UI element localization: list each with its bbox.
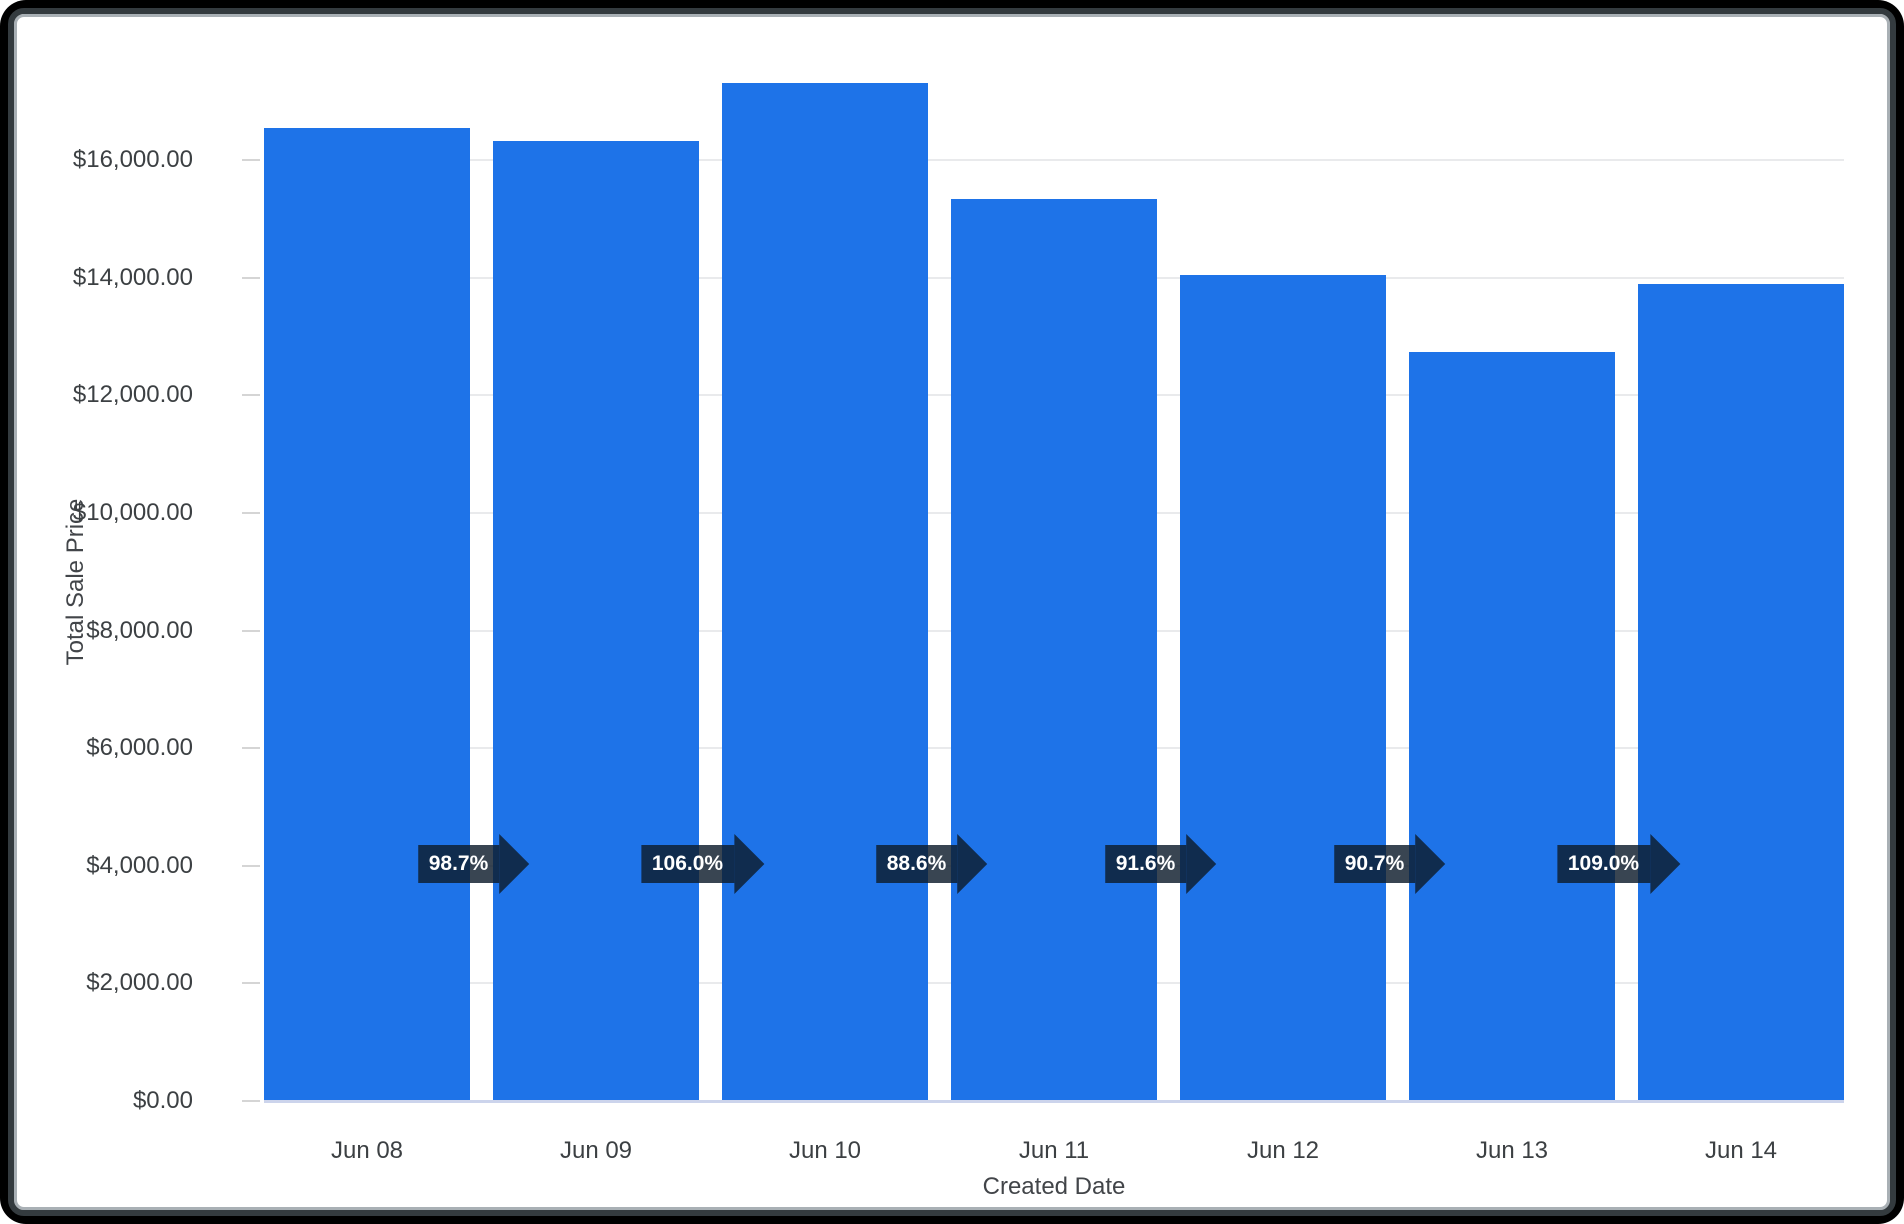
y-tick-mark: [242, 394, 260, 397]
y-tick-label: $2,000.00: [86, 969, 193, 997]
period-change-arrow: 91.6%: [1104, 834, 1217, 894]
y-tick-mark: [242, 159, 260, 162]
x-axis-title: Created Date: [982, 1173, 1126, 1200]
arrow-head-icon: [1415, 834, 1446, 894]
arrow-head-icon: [734, 834, 765, 894]
y-tick-label: $0.00: [132, 1087, 193, 1114]
bar-jun-11[interactable]: [951, 199, 1157, 1101]
period-change-arrow: 98.7%: [417, 834, 530, 894]
period-change-arrow: 88.6%: [875, 834, 988, 894]
bar-chart: Total Sale Price Created Date $0.00 $2,00…: [28, 28, 1876, 1200]
bar-jun-13[interactable]: [1409, 351, 1615, 1101]
y-tick-label: $16,000.00: [72, 146, 193, 174]
x-tick-label: Jun 14: [1704, 1137, 1778, 1164]
y-tick-label: $14,000.00: [72, 263, 193, 291]
arrow-head-icon: [499, 834, 530, 894]
period-change-label: 106.0%: [640, 845, 735, 883]
x-tick-label: Jun 11: [1018, 1137, 1090, 1164]
y-tick-label: $6,000.00: [86, 734, 193, 762]
arrow-head-icon: [1650, 834, 1681, 894]
y-tick-label: $8,000.00: [86, 616, 193, 644]
arrow-head-icon: [1186, 834, 1217, 894]
bar-jun-08[interactable]: [264, 128, 470, 1101]
y-tick-label: $12,000.00: [72, 381, 193, 409]
x-tick-label: Jun 12: [1246, 1137, 1320, 1164]
bar-jun-14[interactable]: [1638, 284, 1844, 1101]
period-change-label: 90.7%: [1333, 845, 1416, 883]
bar-jun-10[interactable]: [722, 83, 928, 1101]
x-tick-label: Jun 13: [1475, 1137, 1549, 1164]
x-tick-label: Jun 08: [330, 1137, 404, 1164]
period-change-label: 88.6%: [875, 845, 958, 883]
bar-jun-12[interactable]: [1180, 275, 1386, 1101]
chart-card: Total Sale Price Created Date $0.00 $2,00…: [8, 8, 1896, 1216]
gridline: [264, 159, 1844, 162]
y-tick-label: $10,000.00: [72, 498, 193, 526]
period-change-label: 98.7%: [417, 845, 500, 883]
period-change-arrow: 90.7%: [1333, 834, 1446, 894]
bar-jun-09[interactable]: [493, 140, 699, 1101]
x-tick-label: Jun 09: [559, 1137, 633, 1164]
arrow-head-icon: [957, 834, 988, 894]
x-axis-baseline: [264, 1100, 1844, 1103]
period-change-arrow: 109.0%: [1556, 834, 1681, 894]
plot-area: 98.7% 106.0% 88.6% 91.6% 90.7% 109.0%: [264, 63, 1844, 1103]
period-change-label: 91.6%: [1104, 845, 1187, 883]
y-tick-mark: [242, 1100, 260, 1102]
y-tick-mark: [242, 276, 260, 279]
y-tick-mark: [242, 511, 260, 514]
y-tick-label: $4,000.00: [86, 851, 193, 879]
y-tick-mark: [242, 747, 260, 750]
period-change-arrow: 106.0%: [640, 834, 765, 894]
x-tick-label: Jun 10: [788, 1137, 862, 1164]
y-tick-mark: [242, 982, 260, 985]
y-tick-mark: [242, 629, 260, 632]
y-tick-mark: [242, 864, 260, 867]
period-change-label: 109.0%: [1556, 845, 1651, 883]
